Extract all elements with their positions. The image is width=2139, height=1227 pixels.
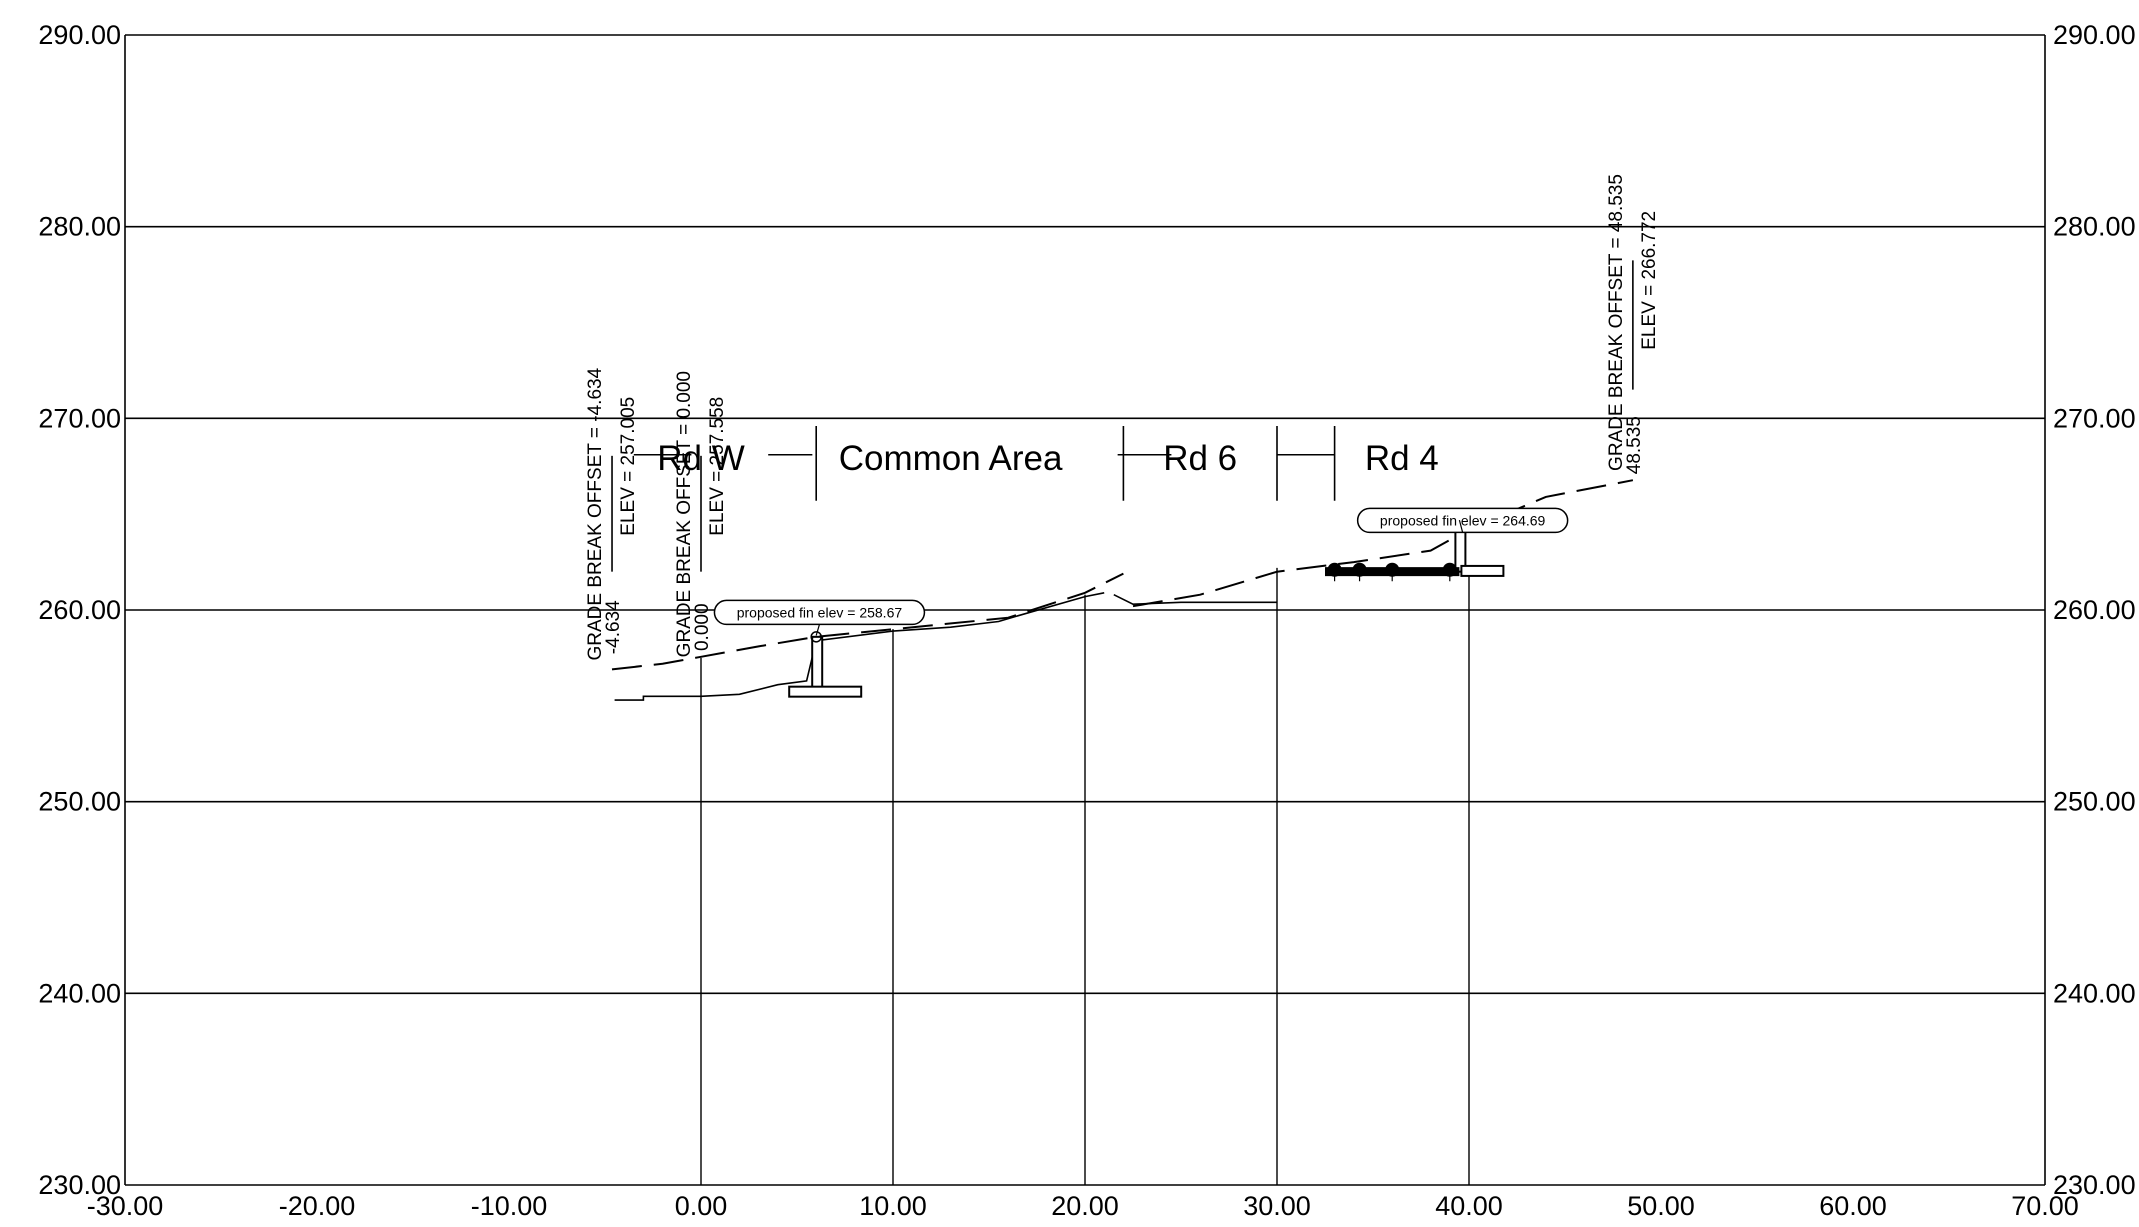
y-tick-label-left: 280.00 (38, 212, 121, 242)
y-tick-label-left: 270.00 (38, 403, 121, 433)
y-axis-right: 290.00 280.00 270.00 260.00 250.00 240.00 230.… (2053, 20, 2136, 1200)
x-tick-label: -20.00 (279, 1191, 356, 1221)
x-tick-label: 40.00 (1435, 1191, 1503, 1221)
zone-labels: Rd W Common Area Rd 6 Rd 4 (633, 426, 1439, 501)
x-tick-label: 30.00 (1243, 1191, 1311, 1221)
grade-break-offset-label: GRADE BREAK OFFSET = 0.000 (674, 371, 695, 657)
x-axis: -30.00 -20.00 -10.00 0.00 10.00 20.00 30.00 40.… (87, 1191, 2079, 1221)
y-tick-label-left: 260.00 (38, 595, 121, 625)
y-tick-label-right: 240.00 (2053, 978, 2136, 1008)
y-tick-label-left: 230.00 (38, 1170, 121, 1200)
zone-label: Common Area (839, 439, 1063, 478)
x-tick-label: 0.00 (675, 1191, 728, 1221)
y-tick-label-right: 280.00 (2053, 212, 2136, 242)
grade-break-value-label: 0.000 (692, 603, 713, 651)
y-axis-left: 290.00 280.00 270.00 260.00 250.00 240.00 230.… (38, 20, 121, 1200)
x-tick-label: 20.00 (1051, 1191, 1119, 1221)
grade-break-offset-label: GRADE BREAK OFFSET = 48.535 (1606, 174, 1627, 471)
curb-marker (810, 631, 822, 643)
grade-break-annotations: GRADE BREAK OFFSET = -4.634 ELEV = 257.00… (585, 174, 1660, 660)
curb-footing (1460, 564, 1505, 577)
x-tick-label: 10.00 (859, 1191, 927, 1221)
y-tick-label-left: 250.00 (38, 787, 121, 817)
grade-break-elev-label: ELEV = 257.005 (618, 397, 639, 536)
station-lines (700, 567, 1470, 1185)
y-tick-label-right: 290.00 (2053, 20, 2136, 50)
callout-leader (1458, 519, 1464, 533)
proposed-surface-line (611, 572, 1124, 671)
x-tick-label: 70.00 (2011, 1191, 2079, 1221)
grade-break-offset-label: GRADE BREAK OFFSET = -4.634 (585, 367, 606, 660)
x-tick-label: 60.00 (1819, 1191, 1887, 1221)
zone-label: Rd W (657, 439, 745, 478)
zone-label: Rd 6 (1163, 439, 1237, 478)
x-tick-label: 50.00 (1627, 1191, 1695, 1221)
x-tick-label: -10.00 (471, 1191, 548, 1221)
x-tick-label: -30.00 (87, 1191, 164, 1221)
y-tick-label-right: 260.00 (2053, 595, 2136, 625)
callout-label: proposed fin elev = 258.67 (737, 604, 903, 620)
y-tick-label-right: 250.00 (2053, 787, 2136, 817)
y-tick-label-left: 240.00 (38, 978, 121, 1008)
grade-break-elev-label: ELEV = 257.558 (707, 397, 728, 536)
grade-break-value-label: -4.634 (603, 600, 624, 654)
curb-details (788, 520, 1505, 698)
callout-leader (815, 624, 821, 636)
callout-label: proposed fin elev = 264.69 (1380, 512, 1546, 528)
grade-break-elev-label: ELEV = 266.772 (1639, 211, 1660, 350)
y-tick-label-right: 270.00 (2053, 403, 2136, 433)
grade-break-value-label: 48.535 (1624, 416, 1645, 474)
y-tick-label-left: 290.00 (38, 20, 121, 50)
zone-label: Rd 4 (1365, 439, 1439, 478)
curb-footing (788, 685, 863, 698)
y-tick-label-right: 230.00 (2053, 1170, 2136, 1200)
existing-ground-line (1113, 593, 1277, 606)
elevation-callouts: proposed fin elev = 258.67 proposed fin e… (713, 507, 1569, 636)
curb-wall (811, 635, 824, 692)
proposed-surface-line (1132, 479, 1634, 608)
